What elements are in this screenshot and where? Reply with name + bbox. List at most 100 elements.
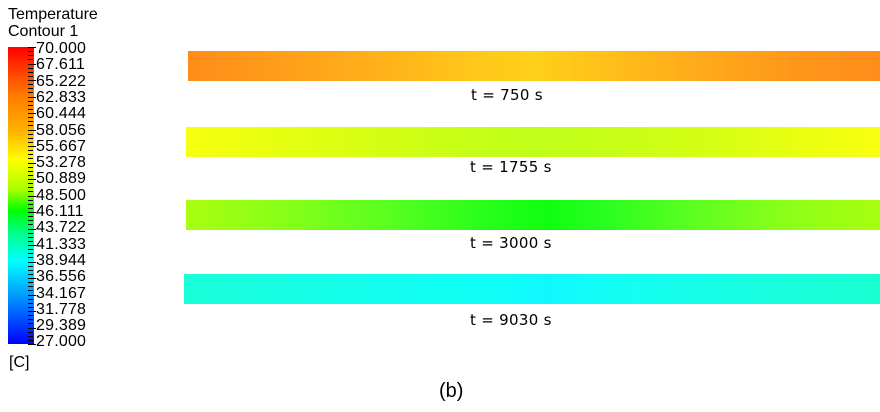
colorbar-minor-tick [28,220,33,221]
tick-label: 70.000 [36,40,87,57]
colorbar-minor-tick [28,332,33,333]
colorbar-minor-tick [28,340,33,341]
colorbar-minor-tick [28,224,33,225]
colorbar-minor-tick [28,117,33,118]
colorbar-minor-tick [28,158,33,159]
tick-label: 34.167 [36,284,87,302]
temperature-strip-9030 [184,274,880,304]
colorbar-minor-tick [28,249,33,250]
colorbar-minor-tick [28,204,33,205]
legend-title: Temperature Contour 1 [8,6,98,40]
tick-label: 31.778 [36,300,87,318]
colorbar-major-tick [28,229,36,230]
colorbar-major-tick [28,47,36,48]
temperature-strip-3000 [186,200,880,230]
colorbar-minor-tick [28,92,33,93]
colorbar-major-tick [28,130,36,131]
colorbar-minor-tick [28,187,33,188]
colorbar-major-tick [28,163,36,164]
colorbar-minor-tick [28,105,33,106]
colorbar-minor-tick [28,109,33,110]
colorbar-major-tick [28,196,36,197]
colorbar-minor-tick [28,315,33,316]
colorbar-minor-tick [28,299,33,300]
temperature-strip-750 [188,51,880,81]
legend-title-line2: Contour 1 [8,23,79,40]
time-label-750: t = 750 s [471,86,543,104]
colorbar-minor-tick [28,68,33,69]
colorbar-minor-tick [28,336,33,337]
temperature-strip-1755 [186,127,880,157]
tick-label: 65.222 [36,72,87,90]
unit-label: [C] [9,354,30,371]
tick-label: 50.889 [36,170,87,188]
colorbar-minor-tick [28,208,33,209]
colorbar-minor-tick [28,319,33,320]
tick-label: 55.667 [36,137,87,155]
colorbar-minor-tick [28,72,33,73]
colorbar-minor-tick [28,282,33,283]
colorbar-minor-tick [28,88,33,89]
colorbar-minor-tick [28,216,33,217]
tick-label: 46.111 [36,203,84,220]
colorbar-minor-tick [28,266,33,267]
colorbar-minor-tick [28,101,33,102]
colorbar-major-tick [28,97,36,98]
tick-label: 60.444 [36,105,87,123]
time-label-3000: t = 3000 s [470,234,552,252]
colorbar-minor-tick [28,154,33,155]
colorbar-major-tick [28,64,36,65]
colorbar-major-tick [28,113,36,114]
colorbar [8,47,34,344]
colorbar-minor-tick [28,274,33,275]
colorbar-minor-tick [28,59,33,60]
colorbar-minor-tick [28,253,33,254]
colorbar-minor-tick [28,150,33,151]
tick-label: 48.500 [36,186,87,204]
colorbar-minor-tick [28,84,33,85]
colorbar-major-tick [28,344,36,345]
colorbar-minor-tick [28,134,33,135]
colorbar-major-tick [28,80,36,81]
colorbar-tick-labels: 70.000 67.611 65.222 62.833 60.444 58.05… [36,41,126,361]
colorbar-minor-tick [28,191,33,192]
tick-label: 67.611 [36,56,85,74]
colorbar-minor-tick [28,200,33,201]
colorbar-minor-tick [28,290,33,291]
colorbar-minor-tick [28,270,33,271]
figure-caption: (b) [439,380,464,402]
tick-label: 62.833 [36,88,87,106]
colorbar-minor-tick [28,171,33,172]
colorbar-minor-tick [28,175,33,176]
colorbar-minor-tick [28,125,33,126]
colorbar-major-tick [28,245,36,246]
tick-label: 43.722 [36,219,87,237]
colorbar-minor-tick [28,142,33,143]
colorbar-major-tick [28,262,36,263]
time-label-9030: t = 9030 s [470,311,552,329]
colorbar-major-tick [28,179,36,180]
colorbar-minor-tick [28,138,33,139]
tick-label: 27.000 [36,333,87,351]
tick-label: 53.278 [36,154,87,172]
colorbar-major-tick [28,146,36,147]
tick-label: 36.556 [36,268,87,286]
colorbar-minor-tick [28,323,33,324]
colorbar-minor-tick [28,241,33,242]
colorbar-major-tick [28,278,36,279]
colorbar-minor-tick [28,307,33,308]
colorbar-minor-tick [28,76,33,77]
colorbar-minor-tick [28,51,33,52]
tick-label: 38.944 [36,251,87,269]
colorbar-minor-tick [28,55,33,56]
colorbar-minor-tick [28,286,33,287]
colorbar-major-tick [28,212,36,213]
time-label-1755: t = 1755 s [470,158,552,176]
colorbar-minor-tick [28,303,33,304]
colorbar-minor-tick [28,183,33,184]
colorbar-minor-tick [28,257,33,258]
tick-label: 58.056 [36,121,87,139]
colorbar-minor-tick [28,237,33,238]
colorbar-minor-tick [28,167,33,168]
tick-label: 29.389 [36,317,87,335]
